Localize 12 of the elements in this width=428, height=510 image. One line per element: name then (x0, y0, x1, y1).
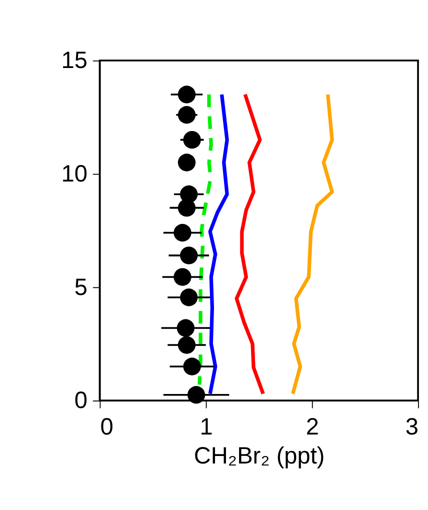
line-series (208, 92, 229, 396)
x-tick-label: 1 (200, 414, 213, 440)
line-series (234, 92, 265, 396)
y-tick-label: 0 (74, 387, 88, 414)
x-tick-label: 2 (306, 414, 319, 440)
line-series (291, 92, 334, 396)
x-axis-title: CH₂Br₂ (ppt) (194, 442, 325, 469)
y-tick-label: 5 (74, 274, 88, 300)
x-tick-label: 0 (100, 414, 114, 440)
y-tick-label: 15 (61, 47, 88, 74)
y-tick-label: 10 (61, 160, 88, 187)
x-tick-label: 3 (405, 414, 418, 440)
